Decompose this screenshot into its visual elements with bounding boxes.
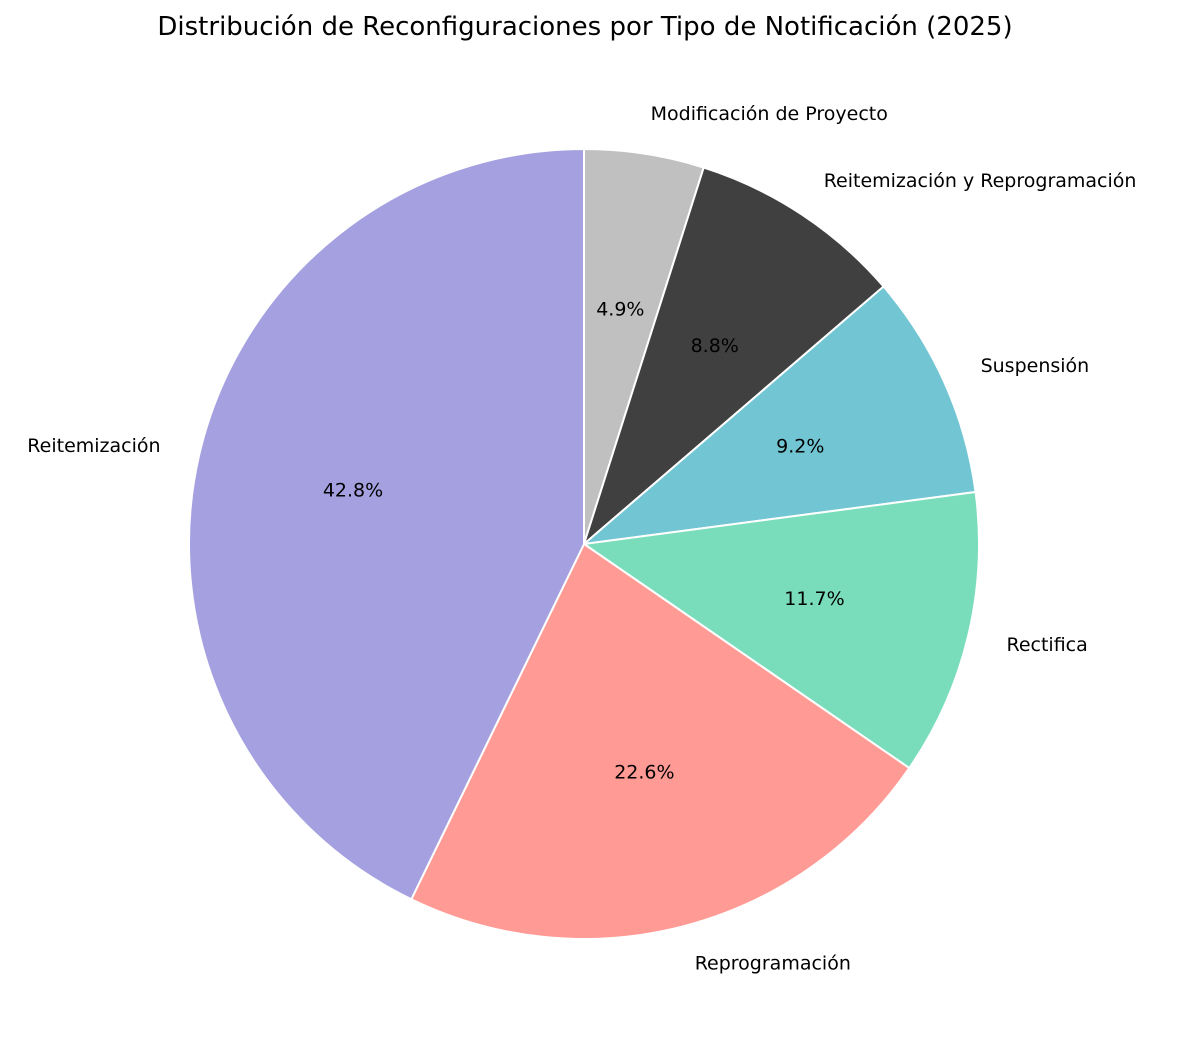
chart-title: Distribución de Reconfiguraciones por Ti…: [157, 12, 1013, 42]
slice-pct-suspension: 9.2%: [776, 436, 824, 458]
slice-label-suspension: Suspensión: [981, 355, 1090, 377]
slice-label-reitemizacion: Reitemización: [27, 435, 160, 457]
slice-label-rectifica: Rectifica: [1006, 634, 1087, 656]
pie-slice-reprogramacion: [410, 542, 911, 940]
slice-pct-reitemizacion-y-reprogramacion: 8.8%: [691, 335, 739, 357]
slice-pct-modificacion-de-proyecto: 4.9%: [596, 298, 644, 320]
slice-pct-rectifica: 11.7%: [784, 588, 844, 610]
slice-pct-reprogramacion: 22.6%: [614, 762, 674, 784]
pie-slice-suspension: [580, 285, 977, 546]
slice-label-reprogramacion: Reprogramación: [695, 953, 851, 975]
pie-slice-reitemizacion-y-reprogramacion: [581, 166, 885, 548]
slice-label-modificacion-de-proyecto: Modificación de Proyecto: [651, 103, 888, 125]
pie-slice-reitemizacion: [188, 147, 585, 901]
slice-pct-reitemizacion: 42.8%: [323, 479, 383, 501]
slice-label-reitemizacion-y-reprogramacion: Reitemización y Reprogramación: [824, 170, 1137, 192]
pie-slice-rectifica: [581, 490, 980, 770]
